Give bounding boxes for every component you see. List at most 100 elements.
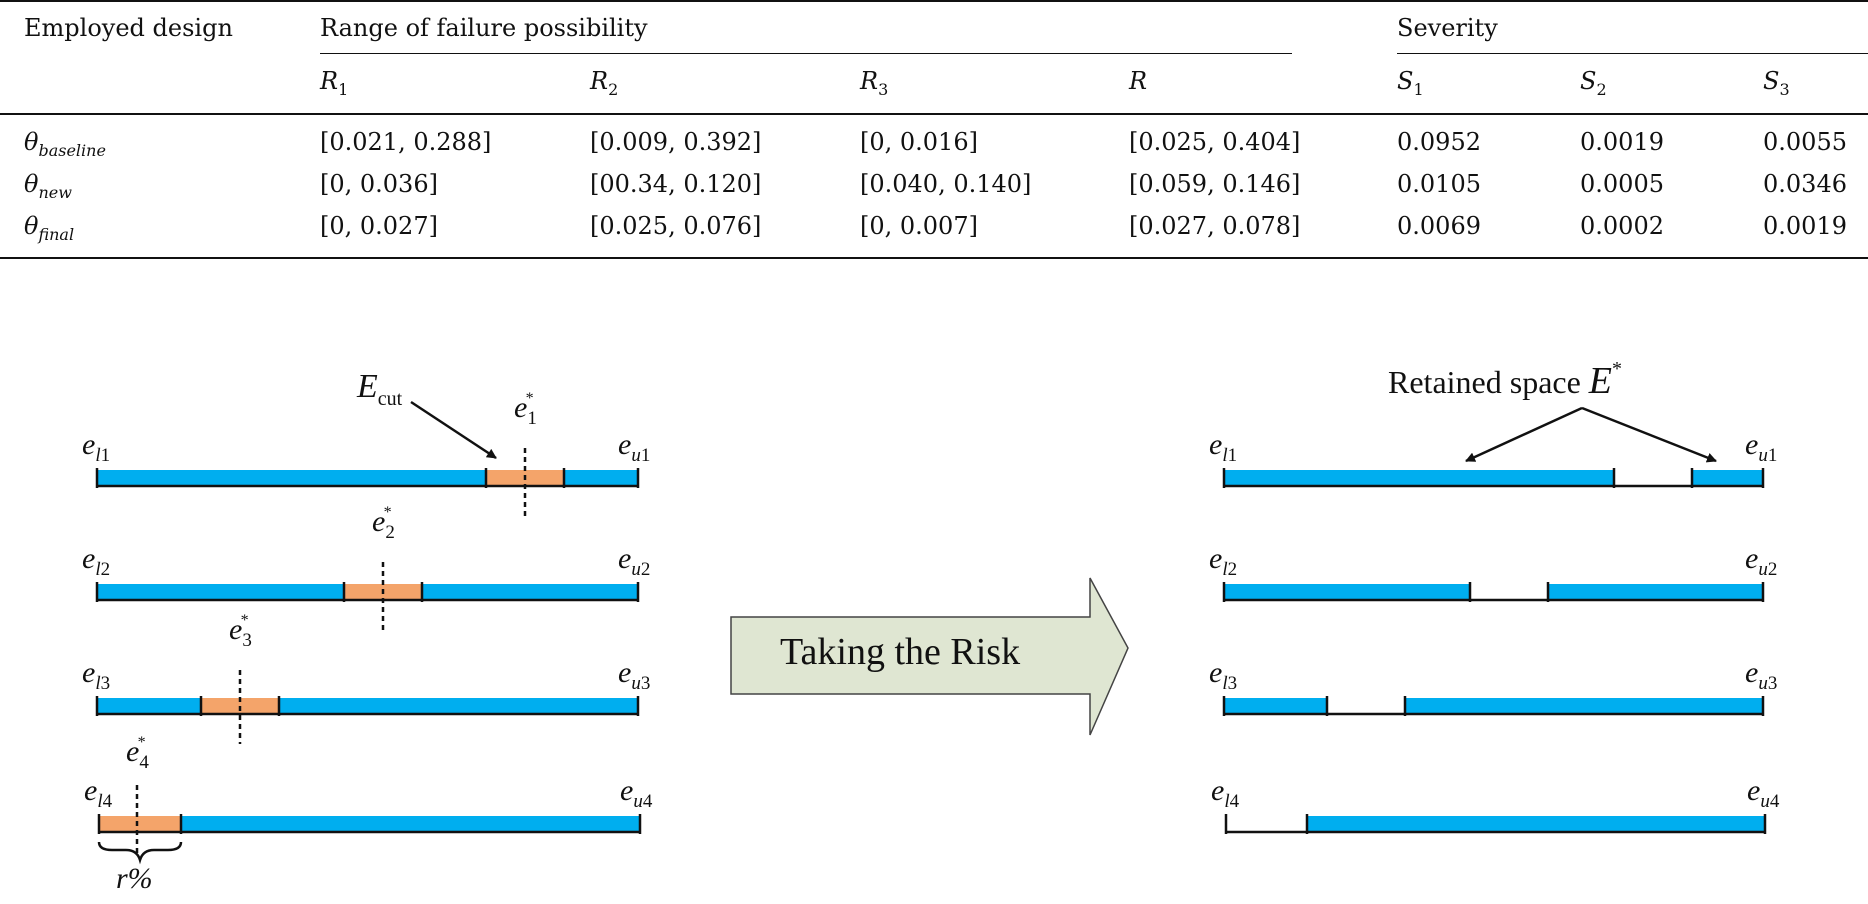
label-num: 2 [640, 559, 651, 580]
table-cell: 0.0346 [1763, 170, 1847, 198]
label-sub: u [633, 791, 643, 812]
table-cell: 0.0069 [1397, 212, 1481, 240]
table-cell: 0.0019 [1580, 128, 1664, 156]
retained-text: Retained space [1388, 364, 1581, 400]
label-sub: l [97, 791, 103, 812]
label-sub: u [1758, 559, 1768, 580]
label-sym: e [1745, 656, 1759, 689]
right-bar-2-lower-label: el2 [1209, 542, 1237, 581]
retained-segment [1224, 470, 1614, 486]
left-bar-1 [95, 448, 640, 516]
retained-segment [1405, 698, 1763, 714]
right-bar-2-upper-label: eu2 [1745, 542, 1777, 581]
label-sub: l [95, 559, 101, 580]
header-s3: S3 [1763, 67, 1790, 99]
table-cell: [0.021, 0.288] [320, 128, 492, 156]
row-label-new-sym: θ [24, 170, 39, 198]
label-sub: l [1222, 673, 1228, 694]
ecut-sub: cut [377, 388, 403, 410]
table-cell: [0.059, 0.146] [1129, 170, 1301, 198]
label-sup: * [524, 390, 533, 407]
label-sym: e [618, 542, 632, 575]
retained-segment [1307, 816, 1765, 832]
label-sym: e [1209, 428, 1223, 461]
retained-segment [1224, 584, 1470, 600]
table-cell: [0, 0.027] [320, 212, 438, 240]
label-num: 4 [139, 752, 149, 773]
r-percent-brace [97, 841, 183, 865]
label-num: 1 [1767, 445, 1778, 466]
r-percent-label: r% [116, 862, 153, 895]
label-sup: * [136, 734, 145, 751]
label-sym: e [618, 428, 632, 461]
right-bar-2 [1222, 582, 1765, 602]
label-num: 3 [100, 673, 111, 694]
retained-segment [1224, 698, 1327, 714]
risk-figure-drawing [95, 400, 1767, 865]
label-sub: u [1758, 445, 1768, 466]
table-cell: 0.0952 [1397, 128, 1481, 156]
retained-sup: * [1612, 358, 1623, 380]
left-bar-4 [97, 785, 642, 865]
label-sub: u [1758, 673, 1768, 694]
retained-sym: E [1588, 360, 1613, 402]
left-bar-2-estar-label: e2* [372, 504, 395, 544]
taking-risk-text: Taking the Risk [780, 631, 1021, 673]
label-sym: e [84, 774, 98, 807]
label-num: 1 [640, 445, 651, 466]
risk-figure: Ecut el1 eu1 e1* el2 eu2 e2* el3 eu3 e3*… [0, 330, 1868, 904]
table-cell: [0, 0.007] [860, 212, 978, 240]
table-cell: 0.0105 [1397, 170, 1481, 198]
left-bar-4-estar-label: e4* [126, 734, 149, 774]
table-cell: [0, 0.016] [860, 128, 978, 156]
label-sup: * [382, 504, 391, 521]
header-s1-sym: S [1397, 67, 1414, 95]
header-r1-sub: 1 [338, 80, 349, 99]
right-bar-3 [1222, 696, 1765, 716]
row-label-final-sym: θ [24, 212, 39, 240]
label-num: 4 [642, 791, 653, 812]
ecut-sym: E [357, 368, 378, 405]
header-employed-design: Employed design [24, 14, 233, 42]
right-bar-1 [1222, 468, 1765, 488]
header-s1: S1 [1397, 67, 1424, 99]
label-sym: e [620, 774, 634, 807]
label-sub: l [95, 673, 101, 694]
table-bottom-rule [0, 257, 1868, 259]
left-bar-3-estar-label: e3* [229, 612, 252, 652]
row-label-final-sub: final [38, 225, 75, 244]
label-sub: l [1222, 559, 1228, 580]
label-sym: e [1209, 656, 1223, 689]
retained-arrow-right [1581, 406, 1717, 463]
label-sub: l [1224, 791, 1230, 812]
header-r3-sub: 3 [878, 80, 889, 99]
left-bar-2-upper-label: eu2 [618, 542, 650, 581]
left-bar-2-lower-label: el2 [82, 542, 110, 581]
cut-segment [99, 816, 181, 832]
label-num: 2 [100, 559, 111, 580]
table-cell: [0.027, 0.078] [1129, 212, 1301, 240]
retained-space-label: Retained space E* [1388, 358, 1622, 403]
row-label-new: θnew [24, 170, 72, 202]
right-bar-1-lower-label: el1 [1209, 428, 1237, 467]
bar-fill [99, 816, 640, 832]
label-sub: u [631, 673, 641, 694]
header-range-group: Range of failure possibility [320, 14, 648, 42]
label-sub: u [631, 445, 641, 466]
header-r-sym: R [1129, 67, 1148, 95]
retained-segment [1548, 584, 1763, 600]
header-r2-sym: R [590, 67, 609, 95]
right-bar-3-lower-label: el3 [1209, 656, 1237, 695]
left-bar-3 [95, 670, 640, 744]
header-r2: R2 [590, 67, 618, 99]
label-sym: e [229, 613, 243, 646]
label-num: 3 [242, 630, 252, 651]
header-severity-group: Severity [1397, 14, 1498, 42]
table-cell: 0.0019 [1763, 212, 1847, 240]
header-r3-sym: R [860, 67, 879, 95]
header-s3-sym: S [1763, 67, 1780, 95]
severity-group-rule [1397, 53, 1868, 54]
header-r1-sym: R [320, 67, 339, 95]
label-num: 2 [1227, 559, 1238, 580]
label-sym: e [1745, 542, 1759, 575]
